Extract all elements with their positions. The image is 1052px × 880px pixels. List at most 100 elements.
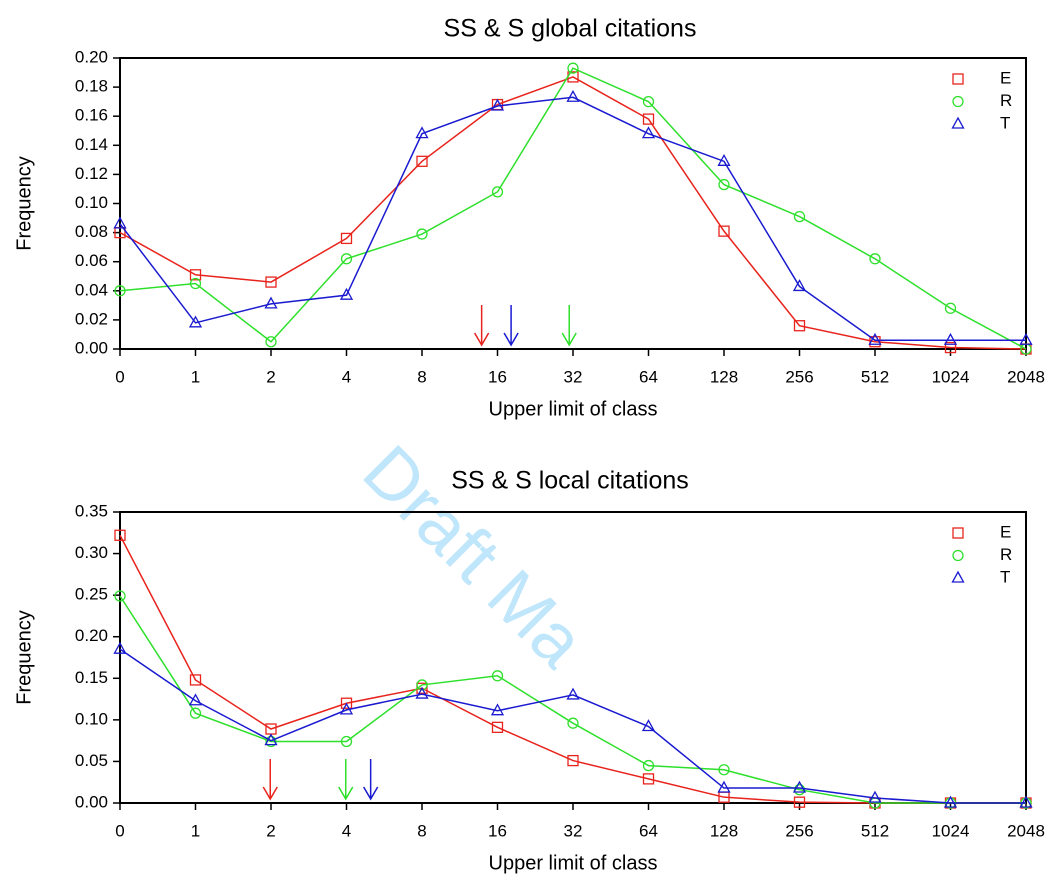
marker — [717, 780, 731, 793]
marker — [491, 721, 504, 733]
x-tick-label: 0 — [115, 367, 124, 386]
marker — [642, 773, 655, 785]
marker — [793, 796, 806, 808]
y-tick-label: 0.04 — [75, 280, 108, 299]
y-tick-label: 0.15 — [75, 668, 108, 687]
x-tick-label: 128 — [710, 367, 738, 386]
x-tick-label: 4 — [342, 367, 351, 386]
x-tick-label: 8 — [417, 821, 426, 840]
marker — [642, 96, 655, 108]
marker — [416, 155, 428, 167]
marker — [567, 62, 579, 74]
x-axis-label: Upper limit of class — [489, 398, 658, 420]
series-line — [119, 534, 1026, 804]
x-tick-label: 1024 — [932, 821, 970, 840]
y-tick-label: 0.25 — [75, 585, 108, 604]
marker — [566, 687, 580, 700]
marker — [869, 336, 881, 348]
mean-arrow — [473, 305, 490, 347]
legend-label: R — [1000, 545, 1012, 564]
marker — [490, 98, 505, 111]
y-tick-label: 0.05 — [75, 751, 108, 770]
x-tick-label: 512 — [861, 821, 889, 840]
x-tick-label: 2 — [266, 821, 275, 840]
marker — [952, 549, 964, 562]
y-tick-label: 0.08 — [75, 222, 108, 241]
marker — [952, 95, 964, 108]
legend-label: E — [1000, 522, 1011, 541]
marker — [415, 686, 429, 699]
x-tick-label: 8 — [417, 367, 426, 386]
legend-label: T — [1000, 113, 1010, 132]
x-tick-label: 32 — [564, 821, 583, 840]
marker — [189, 674, 202, 686]
marker — [869, 253, 881, 265]
series-line — [119, 76, 1027, 350]
marker — [113, 641, 127, 654]
marker — [567, 754, 579, 767]
marker — [491, 670, 504, 682]
x-tick-label: 256 — [785, 367, 813, 386]
y-tick-label: 0.00 — [75, 338, 108, 357]
x-tick-label: 512 — [861, 367, 889, 386]
marker — [952, 527, 964, 539]
marker — [566, 89, 580, 102]
marker — [189, 707, 202, 719]
chart-title: SS & S global citations — [444, 15, 697, 43]
marker — [340, 232, 353, 245]
marker — [868, 790, 882, 803]
x-tick-label: 2048 — [1007, 367, 1045, 386]
y-tick-label: 0.18 — [75, 77, 108, 96]
marker — [793, 210, 806, 223]
x-tick-label: 0 — [115, 821, 124, 840]
y-axis-label: Frequency — [13, 156, 35, 251]
y-tick-label: 0.20 — [75, 626, 108, 645]
series-line — [119, 648, 1026, 804]
x-tick-label: 128 — [710, 821, 738, 840]
marker — [944, 302, 957, 314]
marker — [113, 216, 127, 229]
marker — [943, 332, 958, 345]
marker — [114, 590, 126, 602]
marker — [793, 784, 806, 796]
mean-arrow — [561, 305, 577, 347]
marker — [951, 570, 965, 583]
marker — [567, 717, 579, 729]
marker — [490, 703, 505, 716]
marker — [339, 702, 354, 715]
marker — [265, 276, 277, 288]
marker — [641, 719, 656, 732]
marker — [952, 73, 964, 85]
marker — [264, 296, 278, 309]
marker — [1019, 332, 1033, 345]
marker — [264, 733, 278, 746]
marker — [642, 113, 655, 125]
x-tick-label: 1024 — [932, 367, 970, 386]
legend-label: E — [1000, 68, 1011, 87]
y-axis-label: Frequency — [13, 610, 35, 705]
marker — [943, 795, 958, 808]
marker — [265, 735, 277, 748]
marker — [642, 759, 655, 772]
y-tick-label: 0.06 — [75, 251, 108, 270]
x-tick-label: 16 — [488, 367, 507, 386]
marker — [718, 764, 730, 776]
marker — [188, 693, 203, 706]
y-tick-label: 0.00 — [75, 792, 108, 811]
x-axis-label: Upper limit of class — [489, 852, 658, 874]
x-tick-label: 32 — [564, 367, 583, 386]
y-tick-label: 0.02 — [75, 309, 108, 328]
marker — [792, 780, 807, 793]
marker — [339, 287, 354, 300]
x-tick-label: 1 — [191, 367, 200, 386]
marker — [1019, 795, 1033, 808]
chart-title: SS & S local citations — [451, 467, 689, 495]
marker — [340, 253, 353, 265]
y-tick-label: 0.35 — [75, 501, 108, 520]
marker — [114, 285, 126, 297]
marker — [415, 126, 429, 139]
y-tick-label: 0.30 — [75, 543, 108, 562]
x-tick-label: 2048 — [1007, 821, 1045, 840]
legend-label: T — [1000, 567, 1010, 586]
